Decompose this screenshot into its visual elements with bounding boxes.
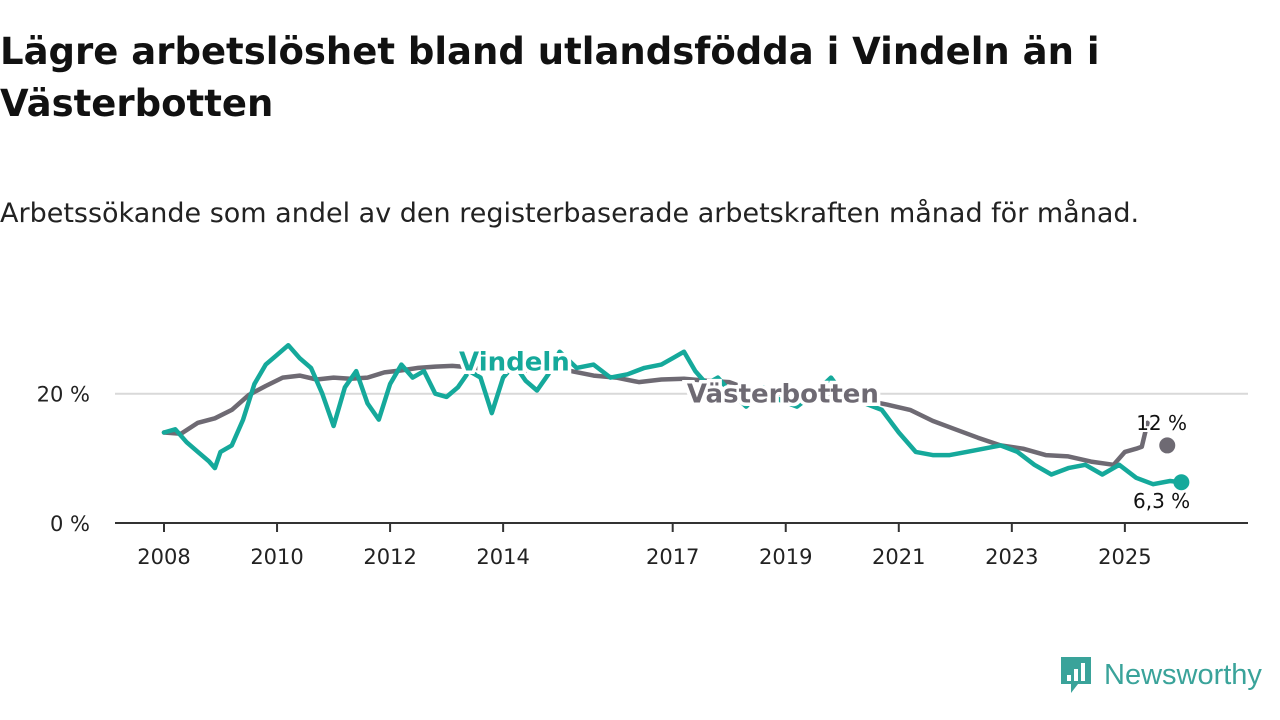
- newsworthy-logo[interactable]: Newsworthy: [1058, 654, 1262, 696]
- series-line-vasterbotten: [161, 363, 1150, 468]
- y-tick-label: 20 %: [37, 383, 90, 407]
- x-tick-label: 2023: [985, 545, 1038, 569]
- end-point-vasterbotten: [1159, 437, 1176, 454]
- x-tick-label: 2021: [872, 545, 925, 569]
- axes: 0 % 20 % 2008 2010 2012 2014 2017 2019 2021 2023 2…: [37, 383, 1248, 569]
- chart-title: Lägre arbetslöshet bland utlandsfödda i …: [0, 30, 1100, 125]
- line-chart: 12 % 6,3 % Västerbotten Vindeln 0 % 20 % 2008…: [37, 342, 1248, 569]
- chart-subtitle: Arbetssökande som andel av den registerb…: [0, 198, 1140, 229]
- series-labels: 12 % 6,3 % Västerbotten Vindeln: [456, 344, 1193, 515]
- end-label-vindeln: 6,3 %: [1133, 489, 1190, 513]
- x-tick-label: 2025: [1098, 545, 1151, 569]
- x-tick-label: 2017: [646, 545, 699, 569]
- x-tick-label: 2012: [363, 545, 416, 569]
- x-tick-label: 2010: [250, 545, 303, 569]
- end-label-vasterbotten: 12 %: [1136, 411, 1187, 435]
- x-tick-label: 2008: [137, 545, 190, 569]
- brand-name: Newsworthy: [1104, 658, 1262, 691]
- series-label-vasterbotten: Västerbotten: [687, 380, 879, 410]
- series-line-vindeln: [161, 342, 1184, 487]
- end-point-vindeln: [1173, 474, 1190, 491]
- bar-chart-logo-icon: [1061, 657, 1091, 693]
- y-tick-label: 0 %: [50, 512, 90, 536]
- x-tick-label: 2014: [476, 545, 529, 569]
- series-label-vindeln: Vindeln: [459, 347, 570, 377]
- series-lines: [161, 342, 1184, 487]
- x-tick-label: 2019: [759, 545, 812, 569]
